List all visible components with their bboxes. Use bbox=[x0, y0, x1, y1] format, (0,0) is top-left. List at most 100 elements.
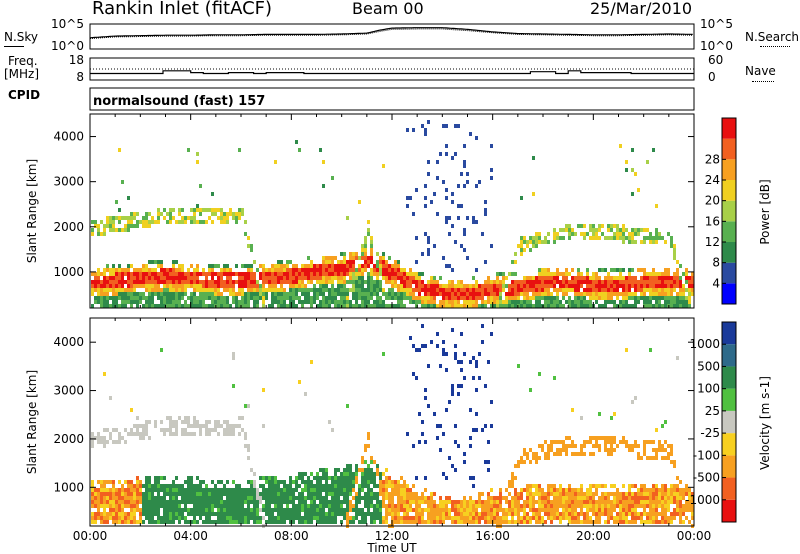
velocity-cell bbox=[97, 504, 100, 508]
velocity-cell bbox=[607, 508, 610, 512]
power-cell bbox=[196, 220, 199, 224]
velocity-cell bbox=[253, 516, 256, 520]
velocity-cell bbox=[223, 512, 226, 516]
power-cell bbox=[673, 304, 676, 308]
power-cell bbox=[139, 300, 142, 304]
power-cell bbox=[436, 288, 439, 292]
power-cell bbox=[169, 300, 172, 304]
velocity-cell bbox=[457, 508, 460, 512]
power-cell bbox=[307, 288, 310, 292]
power-cell bbox=[160, 268, 163, 272]
power-cell bbox=[442, 288, 445, 292]
power-cell bbox=[121, 228, 124, 232]
velocity-cell bbox=[328, 420, 331, 424]
velocity-cell bbox=[181, 484, 184, 488]
power-cell bbox=[130, 224, 133, 228]
power-cell bbox=[103, 280, 106, 284]
velocity-cell bbox=[640, 488, 643, 492]
velocity-cell bbox=[505, 496, 508, 500]
velocity-cell bbox=[232, 500, 235, 504]
power-cell bbox=[115, 200, 118, 204]
velocity-cell bbox=[349, 492, 352, 496]
velocity-cell bbox=[688, 492, 691, 496]
velocity-cell bbox=[280, 508, 283, 512]
power-colorbar-segment bbox=[722, 180, 736, 201]
velocity-cell bbox=[184, 516, 187, 520]
velocity-cell bbox=[103, 440, 106, 444]
power-cell bbox=[604, 276, 607, 280]
power-cell bbox=[151, 216, 154, 220]
velocity-cell bbox=[103, 372, 106, 376]
velocity-cell bbox=[235, 492, 238, 496]
velocity-cell bbox=[514, 492, 517, 496]
power-cell bbox=[226, 300, 229, 304]
power-cell bbox=[676, 304, 679, 308]
velocity-cell bbox=[235, 516, 238, 520]
velocity-cell bbox=[349, 500, 352, 504]
velocity-cell bbox=[625, 500, 628, 504]
power-cell bbox=[268, 272, 271, 276]
velocity-cell bbox=[406, 488, 409, 492]
power-cell bbox=[148, 260, 151, 264]
velocity-cell bbox=[271, 500, 274, 504]
power-cell bbox=[397, 300, 400, 304]
power-cell bbox=[334, 304, 337, 308]
velocity-cell bbox=[223, 428, 226, 432]
power-cell bbox=[370, 252, 373, 256]
power-cell bbox=[562, 292, 565, 296]
power-cell bbox=[142, 272, 145, 276]
power-cell bbox=[508, 296, 511, 300]
power-cell bbox=[607, 272, 610, 276]
velocity-cell bbox=[241, 508, 244, 512]
power-cell bbox=[280, 276, 283, 280]
velocity-cell bbox=[412, 500, 415, 504]
velocity-cell bbox=[628, 504, 631, 508]
velocity-cell bbox=[460, 516, 463, 520]
power-cell bbox=[106, 288, 109, 292]
power-cell bbox=[316, 264, 319, 268]
velocity-cell bbox=[625, 520, 628, 524]
power-cell bbox=[583, 224, 586, 228]
velocity-cell bbox=[238, 504, 241, 508]
velocity-cell bbox=[145, 512, 148, 516]
power-cell bbox=[655, 296, 658, 300]
velocity-cell bbox=[283, 520, 286, 524]
velocity-cell bbox=[289, 508, 292, 512]
power-cell bbox=[646, 276, 649, 280]
velocity-cell bbox=[157, 512, 160, 516]
power-cell bbox=[514, 296, 517, 300]
velocity-cell bbox=[613, 504, 616, 508]
power-cell bbox=[607, 300, 610, 304]
velocity-cell bbox=[418, 500, 421, 504]
velocity-cell bbox=[112, 516, 115, 520]
velocity-cell bbox=[592, 508, 595, 512]
velocity-cell bbox=[685, 508, 688, 512]
velocity-cell bbox=[604, 508, 607, 512]
velocity-cell bbox=[421, 324, 424, 328]
velocity-cell bbox=[175, 500, 178, 504]
velocity-cell bbox=[271, 496, 274, 500]
power-cell bbox=[565, 276, 568, 280]
velocity-cell bbox=[490, 496, 493, 500]
power-cell bbox=[475, 220, 478, 224]
velocity-cell bbox=[307, 504, 310, 508]
velocity-cell bbox=[184, 508, 187, 512]
velocity-cell bbox=[328, 500, 331, 504]
velocity-cell bbox=[355, 492, 358, 496]
velocity-cell bbox=[613, 484, 616, 488]
velocity-cell bbox=[463, 496, 466, 500]
velocity-cell bbox=[400, 476, 403, 480]
power-cell bbox=[478, 292, 481, 296]
velocity-cell bbox=[376, 492, 379, 496]
velocity-cell bbox=[667, 496, 670, 500]
velocity-cell bbox=[205, 424, 208, 428]
velocity-cell bbox=[613, 436, 616, 440]
power-cell bbox=[469, 296, 472, 300]
velocity-cell bbox=[262, 496, 265, 500]
velocity-cell bbox=[364, 476, 367, 480]
power-cell bbox=[547, 304, 550, 308]
velocity-cell bbox=[250, 492, 253, 496]
velocity-cell bbox=[148, 512, 151, 516]
velocity-cell bbox=[307, 508, 310, 512]
velocity-cell bbox=[637, 492, 640, 496]
